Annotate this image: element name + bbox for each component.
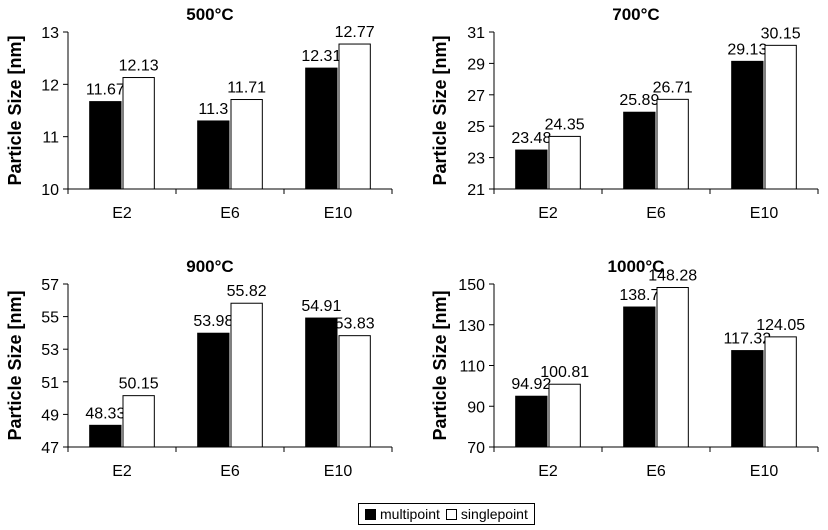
chart-2-data-label-multipoint: 23.48	[511, 130, 551, 147]
chart-1-y-tick-label: 11	[42, 130, 59, 147]
chart-4-x-tick-label: E2	[538, 463, 558, 480]
legend-label-singlepoint: singlepoint	[460, 506, 528, 522]
chart-1-bar-singlepoint	[230, 99, 263, 190]
chart-1-data-label-multipoint: 12.31	[301, 48, 341, 65]
chart-2-x-tick-label: E10	[750, 205, 779, 222]
chart-4-bar-multipoint	[623, 306, 656, 448]
chart-2-bar-multipoint	[515, 149, 548, 190]
chart-2-data-label-singlepoint: 26.71	[653, 79, 693, 96]
chart-4-data-label-multipoint: 94.92	[511, 376, 551, 393]
chart-2-data-label-singlepoint: 24.35	[545, 116, 585, 133]
legend-item-singlepoint: singlepoint	[445, 506, 528, 522]
chart-3-bar-multipoint	[305, 317, 338, 448]
chart-4-y-tick-label: 110	[459, 359, 485, 376]
chart-4-y-tick-label: 130	[458, 318, 485, 335]
chart-4-y-tick-label: 150	[458, 277, 485, 294]
chart-3-data-label-multipoint: 48.33	[85, 405, 125, 422]
chart-3-y-tick-label: 47	[41, 440, 59, 457]
chart-2-bar-singlepoint	[656, 98, 689, 190]
chart-3-bar-singlepoint	[338, 335, 371, 448]
chart-3-bar-singlepoint	[122, 395, 155, 448]
chart-4-title: 1000°C	[608, 257, 665, 276]
chart-1-bar-multipoint	[89, 101, 122, 190]
chart-2-bar-multipoint	[731, 60, 764, 190]
chart-2-y-tick-label: 25	[467, 119, 485, 136]
chart-1-y-tick-label: 12	[41, 77, 59, 94]
chart-3-data-label-multipoint: 54.91	[301, 298, 341, 315]
chart-3-bar-singlepoint	[230, 302, 263, 448]
chart-3-data-label-singlepoint: 55.82	[227, 283, 267, 300]
chart-2-y-tick-label: 27	[467, 88, 485, 105]
legend: multipoint singlepoint	[358, 503, 535, 525]
chart-2-data-label-singlepoint: 30.15	[761, 25, 801, 42]
chart-1-y-tick-label: 10	[41, 182, 59, 199]
chart-2-y-tick-label: 23	[467, 151, 485, 168]
chart-1-data-label-singlepoint: 12.77	[335, 24, 375, 41]
chart-1-data-label-multipoint: 11.67	[86, 82, 125, 99]
chart-3-y-tick-label: 57	[41, 277, 59, 294]
chart-2-bar-multipoint	[623, 111, 656, 190]
chart-1-data-label-multipoint: 11.3	[198, 101, 228, 118]
chart-3-data-label-multipoint: 53.98	[193, 313, 233, 330]
chart-4-bar-singlepoint	[548, 383, 581, 448]
chart-4-bar-singlepoint	[656, 287, 689, 448]
chart-3-x-tick-label: E2	[112, 463, 132, 480]
chart-2-y-tick-label: 31	[467, 25, 485, 42]
chart-3-y-axis-label: Particle Size [nm]	[5, 290, 25, 440]
chart-4-bar-multipoint	[515, 395, 548, 448]
chart-1-y-axis-label: Particle Size [nm]	[5, 35, 25, 185]
chart-2-x-tick-label: E2	[538, 205, 558, 222]
chart-1-y-tick-label: 13	[41, 25, 59, 42]
chart-2-bar-singlepoint	[548, 135, 581, 190]
chart-1-bar-singlepoint	[338, 43, 371, 190]
chart-4-y-tick-label: 70	[467, 440, 485, 457]
chart-3-bar-multipoint	[197, 332, 230, 448]
chart-3-y-tick-label: 49	[41, 407, 59, 424]
legend-label-multipoint: multipoint	[380, 506, 440, 522]
chart-3-data-label-singlepoint: 50.15	[119, 376, 159, 393]
chart-3-x-tick-label: E10	[324, 463, 353, 480]
chart-4-y-axis-label: Particle Size [nm]	[430, 290, 450, 440]
chart-2-data-label-multipoint: 25.89	[619, 92, 659, 109]
chart-2-data-label-multipoint: 29.13	[727, 41, 767, 58]
chart-2-x-tick-label: E6	[646, 205, 666, 222]
chart-4-data-label-singlepoint: 100.81	[540, 364, 589, 381]
chart-4-data-label-multipoint: 138.7	[619, 287, 659, 304]
chart-1-x-tick-label: E2	[112, 205, 132, 222]
chart-3-y-tick-label: 55	[41, 310, 59, 327]
chart-4-x-tick-label: E10	[750, 463, 779, 480]
chart-4-x-tick-label: E6	[646, 463, 666, 480]
chart-2-title: 700°C	[612, 5, 659, 24]
chart-3-y-tick-label: 51	[41, 375, 59, 392]
legend-swatch-multipoint	[365, 508, 376, 520]
legend-swatch-singlepoint	[445, 508, 457, 520]
chart-2-bar-singlepoint	[764, 44, 797, 190]
chart-1-x-tick-label: E10	[324, 205, 353, 222]
chart-4-y-tick-label: 90	[467, 399, 485, 416]
chart-4-bar-multipoint	[731, 350, 764, 448]
chart-1-data-label-singlepoint: 11.71	[227, 80, 266, 97]
chart-3-data-label-singlepoint: 53.83	[335, 316, 375, 333]
chart-1-title: 500°C	[186, 5, 233, 24]
chart-4-data-label-multipoint: 117.32	[723, 331, 771, 348]
chart-2-y-tick-label: 29	[467, 56, 485, 73]
chart-2-y-tick-label: 21	[467, 182, 485, 199]
chart-3-x-tick-label: E6	[220, 463, 240, 480]
chart-3-bar-multipoint	[89, 424, 122, 448]
chart-1-bar-singlepoint	[122, 77, 155, 190]
chart-3-y-tick-label: 53	[41, 342, 59, 359]
chart-1-data-label-singlepoint: 12.13	[119, 58, 159, 75]
chart-2-y-axis-label: Particle Size [nm]	[430, 35, 450, 185]
chart-4-data-label-singlepoint: 124.05	[756, 317, 805, 334]
chart-1-bar-multipoint	[305, 67, 338, 190]
legend-item-multipoint: multipoint	[365, 506, 440, 522]
chart-3-title: 900°C	[186, 257, 233, 276]
chart-4-data-label-singlepoint: 148.28	[648, 268, 697, 285]
chart-1-bar-multipoint	[197, 120, 230, 190]
chart-4-bar-singlepoint	[764, 336, 797, 448]
chart-1-x-tick-label: E6	[220, 205, 240, 222]
